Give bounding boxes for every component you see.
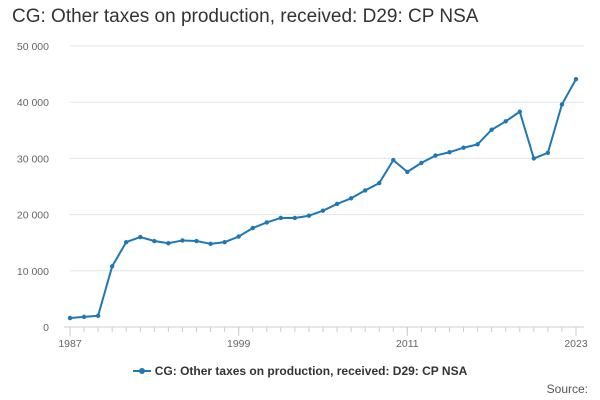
data-point [166, 241, 171, 246]
data-point [264, 220, 269, 225]
legend-series-label: CG: Other taxes on production, received:… [154, 364, 468, 378]
data-point [419, 160, 424, 166]
data-point [377, 180, 382, 186]
y-tick-label: 20 000 [17, 210, 49, 222]
data-point [152, 238, 157, 244]
data-point [503, 119, 508, 124]
x-tick-label: 1987 [58, 338, 82, 350]
data-point [475, 142, 480, 147]
data-point [348, 196, 354, 201]
data-point [517, 109, 522, 114]
data-point [109, 264, 115, 269]
data-point [573, 76, 579, 82]
x-tick-label: 2011 [396, 338, 419, 350]
data-point [194, 238, 199, 244]
data-point [278, 215, 284, 221]
data-point [124, 239, 129, 245]
data-point [447, 150, 452, 155]
data-point [95, 313, 101, 318]
data-point [236, 234, 241, 239]
chart-title: CG: Other taxes on production, received:… [12, 6, 479, 27]
series-line [69, 78, 577, 320]
data-point [306, 213, 312, 218]
data-point [531, 156, 537, 161]
x-tick-label: 2023 [564, 338, 588, 350]
line-chart: 0 10 000 20 000 30 000 40 000 50 000 1987 1999 2… [17, 41, 588, 350]
data-point [320, 208, 326, 213]
data-point [391, 157, 396, 163]
data-point [489, 127, 494, 132]
data-point [292, 215, 298, 221]
data-point [138, 234, 143, 240]
data-point [461, 145, 466, 150]
y-tick-label: 50 000 [17, 41, 49, 53]
data-point [222, 239, 227, 245]
legend-series-marker-icon [132, 366, 151, 376]
data-point [545, 150, 551, 155]
data-point [405, 169, 410, 175]
y-tick-label: 30 000 [17, 153, 49, 165]
x-tick-label: 1999 [227, 338, 251, 350]
data-point [250, 225, 255, 231]
legend[interactable]: CG: Other taxes on production, received:… [0, 364, 600, 378]
y-tick-label: 0 [43, 322, 49, 334]
data-point [362, 188, 368, 193]
source-label: Source: [546, 382, 588, 396]
data-point [559, 102, 565, 107]
data-point [81, 314, 87, 320]
data-point [433, 153, 438, 158]
y-tick-label: 10 000 [17, 266, 49, 278]
data-point [334, 201, 340, 207]
y-tick-label: 40 000 [17, 97, 49, 109]
data-point [180, 238, 185, 243]
data-point [67, 315, 73, 321]
data-point [208, 241, 213, 247]
